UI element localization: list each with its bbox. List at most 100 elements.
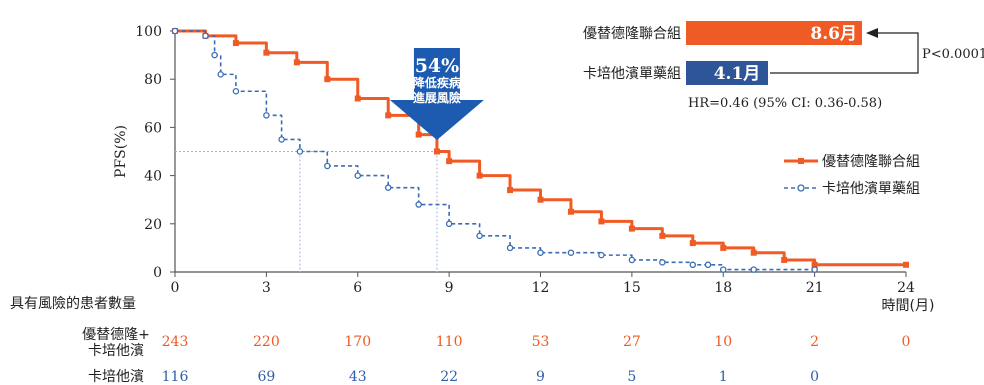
median-combo-label: 優替德隆聯合組	[583, 26, 681, 42]
series-0-point-20	[750, 249, 757, 256]
x-tick-label-0: 0	[171, 280, 180, 296]
series-line-0	[175, 29, 906, 267]
series-1-point-21	[704, 261, 712, 269]
series-1-point-16	[567, 249, 575, 256]
series-0-point-8	[415, 131, 422, 138]
risk-combo-9: 110	[436, 334, 463, 350]
series	[171, 27, 909, 273]
axes: 0 20 40 60 80 100 0 3 6 9 12 15 18 21 24 時間(月) PFS(%)	[113, 24, 934, 314]
risk-combo-0: 243	[162, 334, 189, 350]
series-0-point-12	[507, 187, 514, 194]
risk-mono-21: 0	[810, 369, 819, 383]
series-1-point-1	[202, 32, 209, 40]
risk-combo-15: 27	[623, 334, 641, 350]
p-bracket	[770, 32, 919, 74]
risk-combo-21: 2	[810, 334, 819, 350]
series-1-point-24	[811, 266, 818, 273]
y-tick-label-0: 0	[153, 265, 162, 281]
x-tick-label-12: 12	[532, 280, 550, 296]
series-1-point-7	[296, 148, 304, 155]
median-combo-value: 8.6月	[810, 24, 857, 44]
risk-mono-0: 116	[162, 369, 189, 383]
series-0-point-15	[598, 218, 605, 225]
series-1-point-15	[537, 249, 544, 256]
series-0-point-17	[659, 232, 666, 239]
median-mono-value: 4.1月	[714, 64, 761, 84]
series-0-point-6	[354, 95, 361, 102]
series-1-point-19	[659, 259, 666, 266]
series-0-point-9	[433, 148, 440, 155]
series-0-point-5	[324, 76, 331, 83]
series-1-point-18	[628, 256, 636, 264]
series-0-point-11	[476, 172, 483, 179]
series-1-point-6	[278, 136, 285, 143]
series-1-point-9	[354, 172, 361, 179]
series-0-point-7	[385, 112, 392, 119]
series-0-point-16	[628, 225, 635, 232]
series-1-point-23	[750, 266, 757, 273]
legend-marker-0	[798, 158, 804, 164]
series-0-point-3	[263, 49, 270, 56]
risk-mono-15: 5	[627, 369, 636, 383]
y-tick-label-100: 100	[135, 24, 162, 40]
risk-combo-24: 0	[902, 334, 911, 350]
arrow-percent: 54%	[415, 55, 460, 77]
x-tick-label-15: 15	[623, 280, 641, 296]
risk-combo-18: 10	[714, 334, 732, 350]
series-1-point-5	[263, 112, 270, 119]
arrow-text-2: 進展風險	[413, 90, 461, 105]
x-tick-label-21: 21	[806, 280, 824, 296]
x-tick-label-18: 18	[714, 280, 732, 296]
series-1-point-11	[415, 201, 422, 208]
series-1-point-22	[720, 266, 727, 273]
series-0-point-13	[537, 196, 544, 203]
hr-text: HR=0.46 (95% CI: 0.36-0.58)	[688, 96, 882, 111]
risk-row-combo-label: 優替德隆+ 卡培他濱	[76, 327, 156, 359]
median-mono-label: 卡培他濱單藥組	[583, 66, 681, 82]
risk-row-combo-label-line2: 卡培他濱	[88, 343, 144, 359]
x-tick-label-3: 3	[262, 280, 271, 296]
median-combo-bar	[686, 21, 862, 45]
series-0-point-19	[720, 244, 727, 251]
series-1-point-13	[476, 232, 483, 240]
legend-label-0: 優替德隆聯合組	[822, 154, 920, 170]
median-mono-bar	[686, 61, 768, 85]
risk-mono-18: 1	[719, 369, 728, 383]
series-1-point-8	[324, 162, 331, 170]
series-0-point-22	[811, 261, 818, 268]
p-value: P<0.0001	[922, 47, 984, 62]
series-1-point-10	[384, 184, 392, 191]
y-tick-label-40: 40	[144, 169, 162, 185]
series-1-point-20	[689, 261, 697, 269]
series-1-point-12	[445, 220, 453, 228]
legend-marker-1	[797, 184, 805, 192]
risk-table-title: 具有風險的患者數量	[10, 296, 136, 312]
y-tick-label-20: 20	[144, 217, 162, 233]
series-0-point-14	[567, 208, 574, 215]
risk-mono-9: 22	[440, 369, 458, 383]
risk-row-mono-label: 卡培他濱	[88, 369, 144, 385]
y-tick-label-80: 80	[144, 72, 162, 88]
series-0-point-18	[689, 240, 696, 247]
x-tick-label-9: 9	[445, 280, 454, 296]
y-tick-label-60: 60	[144, 120, 162, 136]
series-1-point-2	[211, 51, 218, 59]
series-1-point-17	[598, 251, 605, 259]
risk-combo-12: 53	[532, 334, 550, 350]
risk-mono-3: 69	[257, 369, 275, 383]
series-1-point-3	[217, 71, 224, 78]
p-bracket-arrowhead	[866, 28, 878, 38]
median-guides	[175, 151, 438, 272]
series-0-point-4	[293, 59, 300, 66]
x-axis-label: 時間(月)	[882, 298, 935, 314]
risk-mono-12: 9	[536, 369, 545, 383]
series-0-point-10	[446, 158, 453, 165]
series-0-point-2	[232, 40, 239, 47]
series-1-point-0	[171, 27, 179, 35]
series-0-point-23	[903, 261, 909, 268]
arrow-text-1: 降低疾病	[413, 75, 461, 90]
reduction-arrow	[389, 48, 484, 140]
